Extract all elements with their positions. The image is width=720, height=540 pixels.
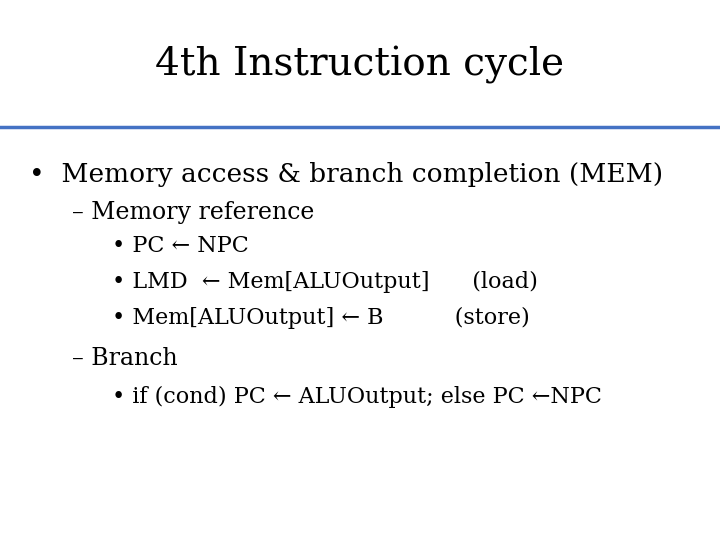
Text: • LMD  ← Mem[ALUOutput]      (load): • LMD ← Mem[ALUOutput] (load) — [112, 271, 537, 293]
Text: – Memory reference: – Memory reference — [72, 201, 315, 224]
Text: 4th Instruction cycle: 4th Instruction cycle — [156, 46, 564, 84]
Text: • PC ← NPC: • PC ← NPC — [112, 235, 248, 257]
Text: •  Memory access & branch completion (MEM): • Memory access & branch completion (MEM… — [29, 162, 663, 187]
Text: – Branch: – Branch — [72, 347, 178, 370]
Text: • Mem[ALUOutput] ← B          (store): • Mem[ALUOutput] ← B (store) — [112, 307, 529, 329]
Text: • if (cond) PC ← ALUOutput; else PC ←NPC: • if (cond) PC ← ALUOutput; else PC ←NPC — [112, 386, 601, 408]
